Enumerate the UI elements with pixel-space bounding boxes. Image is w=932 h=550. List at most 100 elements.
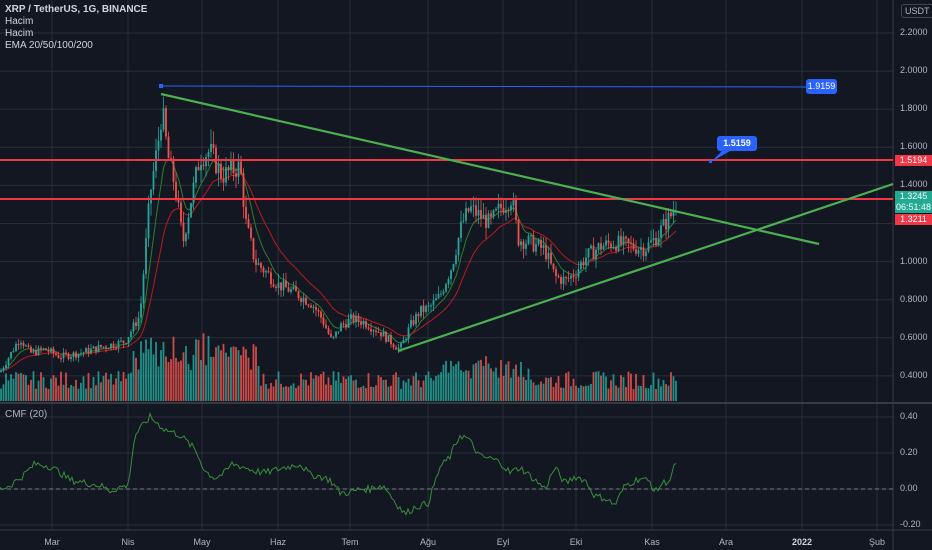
volume-bar: [557, 376, 560, 401]
volume-bar: [335, 380, 337, 401]
volume-bar: [30, 379, 32, 401]
volume-bar: [237, 350, 240, 401]
candle-body: [650, 240, 652, 243]
volume-bar: [252, 344, 255, 401]
candle-body: [80, 353, 82, 355]
volume-bar: [277, 371, 280, 401]
time-tick-label: Haz: [269, 537, 287, 547]
candle-body: [570, 275, 572, 279]
volume-bar: [552, 386, 555, 401]
volume-bar: [555, 382, 557, 401]
candle-body: [447, 279, 450, 285]
chart-legend: XRP / TetherUS, 1G, BINANCE Hacim Hacim …: [5, 4, 147, 52]
candle-body: [147, 203, 150, 239]
volume-bar: [510, 377, 512, 401]
time-tick-label: Nis: [121, 537, 135, 547]
candle-body: [442, 291, 445, 294]
candle-body: [582, 262, 585, 266]
candle-body: [170, 158, 172, 160]
volume-bar: [605, 376, 607, 401]
candle-body: [47, 350, 50, 352]
candle-body: [505, 209, 507, 213]
legend-ema[interactable]: EMA 20/50/100/200: [5, 40, 93, 51]
candle-body: [62, 352, 65, 359]
volume-bar: [125, 378, 127, 401]
candle-body: [267, 271, 270, 273]
candle-body: [292, 286, 295, 290]
volume-bar: [437, 374, 440, 401]
candle-body: [255, 259, 257, 265]
volume-bar: [0, 388, 2, 401]
candle-body: [20, 342, 22, 345]
candle-body: [400, 343, 402, 348]
volume-bar: [107, 379, 110, 401]
candle-body: [597, 243, 600, 250]
candle-body: [82, 352, 85, 354]
candle-body: [285, 280, 287, 288]
target-price-callout[interactable]: 1.5159: [717, 136, 757, 151]
volume-bar: [180, 360, 182, 401]
candle-body: [110, 343, 112, 349]
volume-bar: [495, 367, 497, 401]
volume-bar: [205, 365, 207, 401]
candle-body: [197, 167, 200, 171]
volume-bar: [522, 376, 525, 401]
current-price: 1.3245: [899, 191, 928, 201]
candle-body: [605, 240, 607, 246]
candle-body: [367, 327, 370, 329]
legend-volume-1[interactable]: Hacim: [5, 16, 34, 27]
volume-bar: [390, 385, 392, 401]
volume-bar: [215, 347, 217, 401]
cmf-indicator-label[interactable]: CMF (20): [5, 409, 48, 420]
currency-unit-label[interactable]: USDT: [901, 4, 932, 18]
volume-bar: [337, 371, 340, 401]
candle-body: [280, 282, 282, 291]
volume-bar: [260, 385, 262, 401]
candle-body: [667, 212, 670, 230]
volume-bar: [135, 357, 137, 401]
volume-bar: [452, 366, 455, 401]
candle-body: [542, 245, 545, 248]
candle-body: [7, 358, 10, 365]
candle-body: [157, 140, 160, 151]
volume-bar: [607, 388, 610, 401]
candle-body: [380, 332, 382, 337]
candle-body: [457, 237, 460, 256]
candle-body: [200, 165, 202, 171]
candle-body: [347, 318, 350, 328]
volume-bar: [530, 379, 532, 401]
volume-bar: [502, 376, 505, 401]
candle-body: [385, 331, 387, 342]
volume-bar: [652, 372, 655, 401]
candle-body: [17, 344, 20, 346]
candle-body: [492, 210, 495, 217]
volume-bar: [2, 384, 5, 401]
candle-body: [537, 239, 540, 245]
candle-body: [407, 327, 410, 339]
candle-body: [355, 315, 357, 323]
candle-body: [90, 348, 92, 354]
volume-bar: [575, 385, 577, 401]
volume-bar: [417, 380, 420, 401]
ema-20-line: [0, 159, 677, 371]
candle-body: [30, 346, 32, 353]
volume-bar: [627, 371, 630, 401]
cmf-tick-label: -0.20: [900, 519, 921, 529]
symbol-title[interactable]: XRP / TetherUS, 1G, BINANCE: [5, 4, 148, 15]
candle-body: [390, 335, 392, 345]
legend-volume-2[interactable]: Hacim: [5, 28, 34, 39]
volume-bar: [427, 371, 430, 401]
volume-bar: [467, 370, 470, 401]
candle-body: [360, 321, 362, 325]
volume-bar: [640, 385, 642, 401]
volume-bar: [332, 371, 335, 401]
volume-bar: [55, 377, 57, 401]
volume-bar: [657, 378, 660, 401]
candle-body: [212, 143, 215, 148]
volume-bar: [535, 385, 537, 401]
volume-bar: [517, 376, 520, 401]
high-price-callout[interactable]: 1.9159: [806, 79, 837, 94]
volume-bar: [472, 364, 475, 401]
candle-body: [437, 294, 440, 299]
